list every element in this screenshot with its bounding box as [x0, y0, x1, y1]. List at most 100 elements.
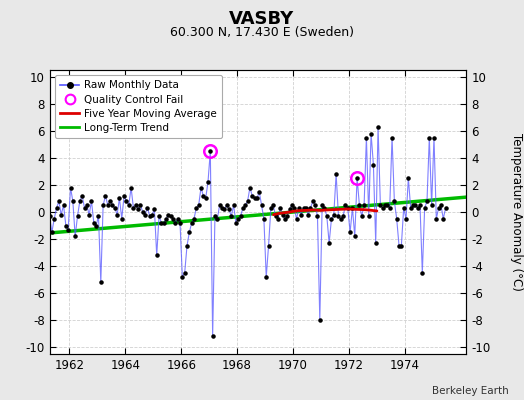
Point — [434, 205, 443, 211]
Point — [362, 134, 370, 141]
Point — [108, 202, 117, 208]
Point — [204, 179, 212, 186]
Point — [315, 317, 324, 323]
Point — [243, 198, 252, 204]
Point — [117, 216, 126, 222]
Point — [178, 274, 187, 280]
Point — [90, 220, 98, 226]
Point — [183, 243, 191, 249]
Point — [96, 279, 105, 286]
Point — [378, 205, 387, 211]
Point — [395, 243, 403, 249]
Point — [420, 205, 429, 211]
Point — [134, 206, 142, 212]
Point — [260, 216, 268, 222]
Point — [171, 220, 180, 226]
Point — [64, 226, 72, 233]
Point — [423, 198, 431, 204]
Point — [311, 202, 319, 208]
Point — [146, 213, 154, 219]
Point — [399, 205, 408, 211]
Point — [106, 198, 114, 204]
Y-axis label: Temperature Anomaly (°C): Temperature Anomaly (°C) — [510, 133, 523, 291]
Point — [199, 192, 208, 199]
Point — [425, 134, 433, 141]
Point — [59, 202, 68, 208]
Point — [54, 198, 63, 204]
Point — [283, 213, 291, 219]
Point — [215, 202, 224, 208]
Point — [169, 216, 177, 222]
Point — [253, 195, 261, 202]
Point — [276, 205, 285, 211]
Point — [388, 134, 396, 141]
Point — [94, 213, 103, 219]
Point — [383, 202, 391, 208]
Point — [152, 252, 161, 258]
Point — [386, 205, 394, 211]
Point — [404, 175, 412, 181]
Point — [164, 212, 172, 218]
Point — [132, 202, 140, 208]
Point — [432, 216, 441, 222]
Point — [227, 213, 235, 219]
Point — [428, 202, 436, 208]
Point — [236, 213, 245, 219]
Point — [150, 206, 159, 212]
Point — [62, 222, 70, 229]
Point — [173, 216, 182, 222]
Point — [159, 220, 168, 226]
Point — [355, 202, 364, 208]
Point — [267, 205, 275, 211]
Point — [307, 205, 315, 211]
Point — [75, 198, 84, 204]
Point — [222, 202, 231, 208]
Point — [255, 188, 264, 195]
Text: Berkeley Earth: Berkeley Earth — [432, 386, 508, 396]
Point — [325, 240, 333, 246]
Point — [274, 216, 282, 222]
Point — [299, 205, 308, 211]
Point — [120, 192, 128, 199]
Point — [416, 202, 424, 208]
Point — [381, 202, 389, 208]
Point — [192, 205, 201, 211]
Point — [437, 202, 445, 208]
Point — [185, 229, 193, 236]
Point — [357, 213, 366, 219]
Point — [413, 205, 422, 211]
Point — [332, 171, 340, 177]
Point — [129, 205, 138, 211]
Point — [50, 216, 58, 222]
Point — [397, 243, 406, 249]
Point — [148, 212, 156, 218]
Point — [52, 205, 61, 211]
Text: 60.300 N, 17.430 E (Sweden): 60.300 N, 17.430 E (Sweden) — [170, 26, 354, 39]
Point — [88, 198, 96, 204]
Point — [57, 212, 66, 218]
Point — [232, 220, 240, 226]
Point — [138, 209, 147, 215]
Text: VASBY: VASBY — [230, 10, 294, 28]
Point — [101, 192, 110, 199]
Point — [218, 205, 226, 211]
Point — [113, 212, 121, 218]
Point — [209, 333, 217, 340]
Point — [155, 213, 163, 219]
Point — [104, 202, 112, 208]
Point — [41, 195, 49, 202]
Point — [409, 202, 417, 208]
Point — [176, 220, 184, 226]
Point — [248, 192, 256, 199]
Point — [80, 205, 89, 211]
Point — [353, 175, 361, 181]
Point — [292, 216, 301, 222]
Point — [328, 216, 336, 222]
Point — [297, 212, 305, 218]
Point — [320, 205, 329, 211]
Point — [220, 206, 228, 212]
Legend: Raw Monthly Data, Quality Control Fail, Five Year Moving Average, Long-Term Tren: Raw Monthly Data, Quality Control Fail, … — [55, 75, 222, 138]
Point — [92, 222, 100, 229]
Point — [323, 213, 331, 219]
Point — [78, 192, 86, 199]
